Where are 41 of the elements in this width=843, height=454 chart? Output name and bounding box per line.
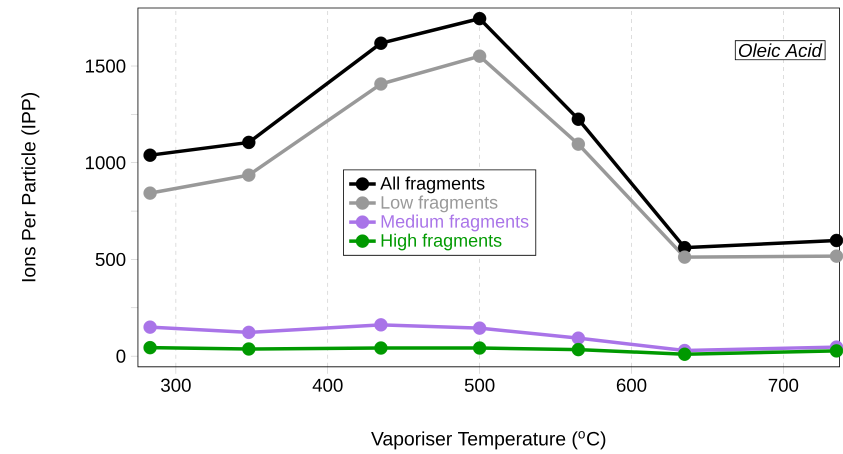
- point: [143, 186, 157, 200]
- point: [678, 348, 692, 362]
- point: [374, 77, 388, 91]
- point: [830, 234, 843, 248]
- point: [242, 168, 256, 182]
- point: [242, 342, 256, 356]
- legend-label: All fragments: [380, 176, 484, 194]
- point: [572, 342, 586, 356]
- x-tick-label: 700: [768, 378, 798, 392]
- x-tick-label: 300: [161, 378, 191, 392]
- y-tick-label: 1500: [86, 59, 126, 73]
- point: [830, 344, 843, 358]
- x-axis-title: Vaporiser Temperature ($^{o}$C): [371, 431, 606, 450]
- point: [572, 332, 586, 345]
- point: [242, 136, 256, 150]
- point: [572, 112, 586, 126]
- point: [678, 250, 692, 264]
- y-tick-label: 500: [96, 252, 126, 266]
- point: [472, 341, 486, 355]
- point: [830, 250, 843, 263]
- point: [572, 138, 586, 151]
- point: [472, 12, 486, 26]
- x-tick-label: 400: [312, 378, 343, 392]
- point: [472, 50, 486, 63]
- y-tick-label: 0: [116, 350, 126, 363]
- legend-label: Low fragments: [382, 196, 498, 212]
- legend-label: High fragments: [382, 234, 502, 250]
- point: [374, 341, 388, 355]
- x-tick-label: 500: [464, 378, 494, 392]
- y-tick-label: 1000: [86, 156, 126, 170]
- point: [143, 341, 157, 354]
- point: [374, 318, 388, 332]
- point: [143, 320, 157, 334]
- point: [472, 322, 486, 335]
- point: [374, 36, 388, 50]
- y-axis-title: Ions Per Particle (IPP): [21, 93, 40, 282]
- point: [143, 148, 157, 162]
- x-tick-label: 600: [616, 378, 646, 392]
- legend-label: Medium fragments: [382, 214, 528, 232]
- point: [242, 326, 256, 340]
- annotation: Oleic Acid: [738, 43, 822, 58]
